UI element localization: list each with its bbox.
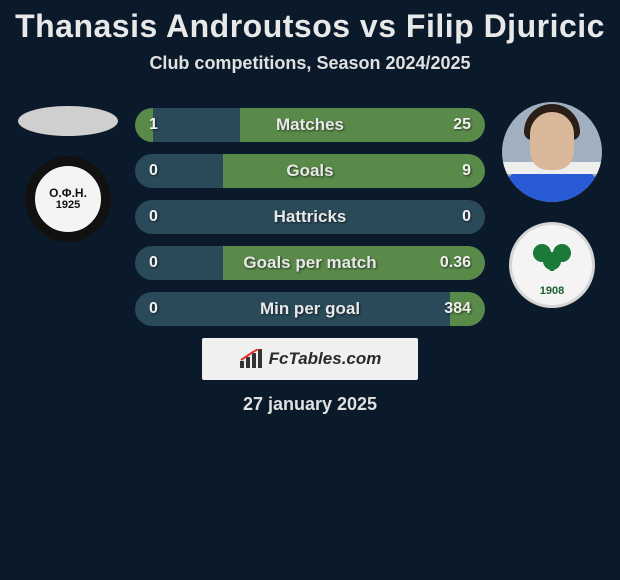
stat-value-right: 384: [444, 300, 471, 318]
brand-badge: FcTables.com: [202, 338, 418, 380]
player-left-column: Ο.Φ.Η. 1925: [13, 102, 123, 242]
stat-row: 0 9 Goals: [135, 154, 485, 188]
player-right-avatar: [502, 102, 602, 202]
stat-fill-right: [223, 154, 486, 188]
comparison-panel: Ο.Φ.Η. 1925 1 25 Matches 0 9 Goals 0 0 Hattricks…: [0, 102, 620, 326]
page-title: Thanasis Androutsos vs Filip Djuricic: [0, 8, 620, 45]
stat-value-left: 0: [149, 162, 158, 180]
club-left-year: 1925: [56, 199, 80, 211]
stat-value-left: 0: [149, 254, 158, 272]
stat-value-left: 0: [149, 208, 158, 226]
stat-row: 1 25 Matches: [135, 108, 485, 142]
stat-label: Hattricks: [274, 207, 347, 227]
bar-chart-icon: [239, 349, 263, 369]
stat-value-right: 9: [462, 162, 471, 180]
stat-row: 0 0.36 Goals per match: [135, 246, 485, 280]
club-right-badge: 1908: [509, 222, 595, 308]
player-right-column: 1908: [497, 102, 607, 308]
stat-row: 0 384 Min per goal: [135, 292, 485, 326]
stat-value-right: 0.36: [440, 254, 471, 272]
stat-value-right: 25: [453, 116, 471, 134]
stat-label: Goals per match: [243, 253, 376, 273]
club-right-year: 1908: [540, 285, 564, 297]
player-left-avatar-placeholder: [18, 106, 118, 136]
footer: FcTables.com 27 january 2025: [0, 338, 620, 415]
stats-list: 1 25 Matches 0 9 Goals 0 0 Hattricks 0 0.36 Goals p…: [135, 108, 485, 326]
club-left-badge: Ο.Φ.Η. 1925: [25, 156, 111, 242]
stat-label: Goals: [286, 161, 333, 181]
stat-label: Matches: [276, 115, 344, 135]
stat-label: Min per goal: [260, 299, 360, 319]
subtitle: Club competitions, Season 2024/2025: [0, 53, 620, 74]
stat-value-left: 0: [149, 300, 158, 318]
club-left-text: Ο.Φ.Η.: [49, 187, 87, 199]
shamrock-icon: [530, 241, 574, 271]
brand-text: FcTables.com: [269, 349, 382, 369]
date-label: 27 january 2025: [243, 394, 377, 415]
stat-row: 0 0 Hattricks: [135, 200, 485, 234]
stat-value-right: 0: [462, 208, 471, 226]
stat-value-left: 1: [149, 116, 158, 134]
